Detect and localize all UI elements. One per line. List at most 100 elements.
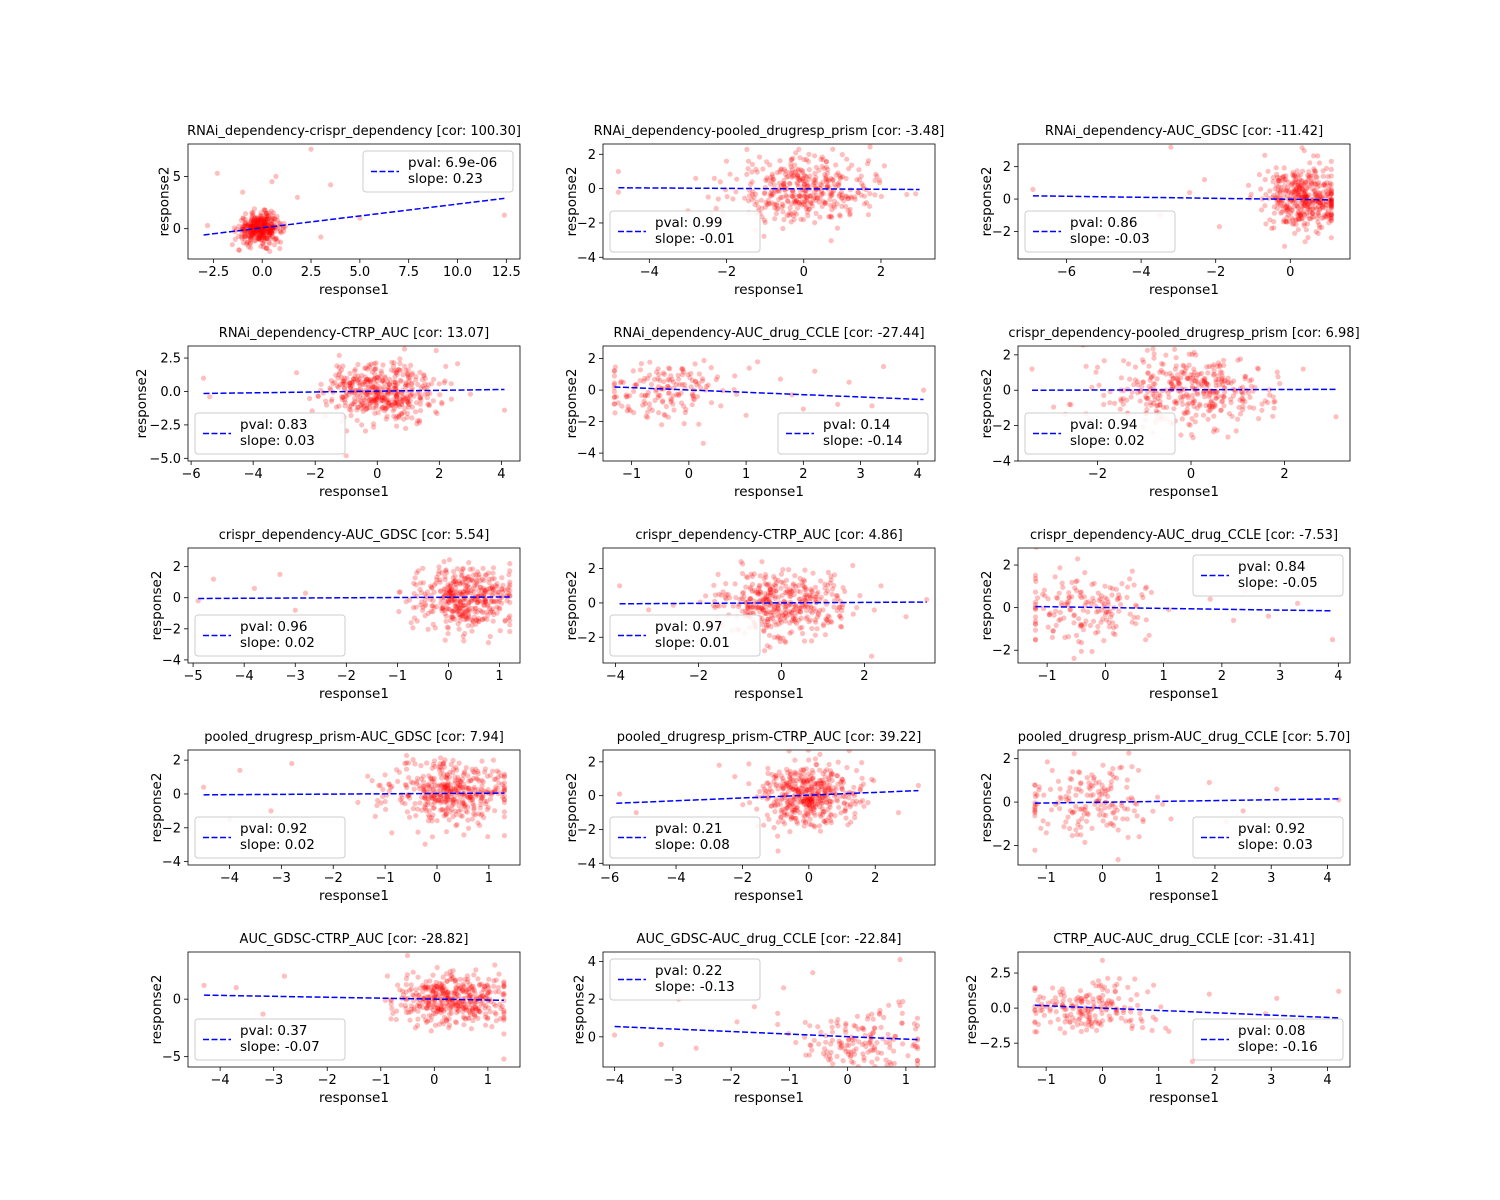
scatter-point <box>1293 174 1299 180</box>
scatter-point <box>429 834 435 840</box>
scatter-point <box>437 392 443 398</box>
scatter-point <box>818 813 824 820</box>
scatter-point <box>463 808 469 814</box>
scatter-point <box>463 784 469 790</box>
scatter-point <box>640 402 646 408</box>
scatter-point <box>1275 374 1281 380</box>
scatter-point <box>802 795 808 801</box>
scatter-point <box>1247 394 1253 400</box>
subplot-2: −4 −2 0 2−4−202RNAi_dependency-pooled_drugr… <box>564 124 944 298</box>
scatter-point <box>1323 213 1329 219</box>
scatter-point <box>1051 404 1057 410</box>
scatter-point <box>789 809 795 815</box>
scatter-point <box>1185 395 1191 401</box>
scatter-point <box>406 775 412 781</box>
scatter-point <box>1323 205 1329 211</box>
scatter-point <box>849 790 855 797</box>
scatter-point <box>1066 595 1072 601</box>
scatter-point <box>1137 398 1143 404</box>
scatter-point <box>440 1021 446 1027</box>
scatter-point <box>1317 200 1323 206</box>
scatter-point <box>262 222 268 228</box>
subplot-title: RNAi_dependency-crispr_dependency [cor: … <box>187 124 521 139</box>
scatter-point <box>1101 601 1107 607</box>
scatter-point <box>1328 204 1334 210</box>
scatter-point <box>246 223 253 229</box>
scatter-point <box>802 191 808 197</box>
scatter-point <box>484 586 490 593</box>
x-tick-label: −2 <box>1206 265 1225 280</box>
scatter-point <box>787 591 793 597</box>
scatter-point <box>797 609 803 615</box>
scatter-point <box>776 594 782 600</box>
scatter-point <box>274 217 280 223</box>
scatter-point <box>466 795 472 801</box>
scatter-point <box>772 205 778 211</box>
scatter-point <box>802 818 809 824</box>
scatter-point <box>788 771 794 777</box>
scatter-point <box>1207 596 1213 602</box>
scatter-point <box>415 381 421 388</box>
scatter-point <box>372 366 378 373</box>
scatter-point <box>775 635 781 641</box>
scatter-point <box>270 216 276 222</box>
scatter-point <box>236 223 242 229</box>
scatter-point <box>262 221 269 227</box>
scatter-point <box>1221 394 1227 400</box>
scatter-point <box>839 195 845 201</box>
scatter-point <box>1328 166 1334 172</box>
scatter-point <box>337 381 343 388</box>
scatter-point <box>801 801 807 807</box>
scatter-point <box>348 407 354 413</box>
scatter-point <box>815 798 822 804</box>
scatter-point <box>263 211 270 217</box>
scatter-point <box>845 195 852 202</box>
scatter-point <box>344 375 350 381</box>
scatter-point <box>778 166 785 172</box>
scatter-point <box>800 798 807 804</box>
scatter-point <box>1107 608 1113 614</box>
scatter-point <box>771 604 778 610</box>
scatter-point <box>1190 397 1196 403</box>
y-tick-label: 5 <box>173 170 181 185</box>
scatter-point <box>252 230 258 236</box>
scatter-point <box>1272 186 1278 192</box>
scatter-point <box>809 593 815 599</box>
scatter-point <box>1281 178 1287 184</box>
scatter-point <box>501 793 507 799</box>
scatter-point <box>501 980 507 987</box>
scatter-point <box>449 806 455 813</box>
scatter-point <box>1221 378 1228 384</box>
scatter-point <box>1056 617 1062 623</box>
scatter-point <box>793 198 800 204</box>
scatter-point <box>428 608 434 614</box>
scatter-point <box>1080 346 1086 348</box>
scatter-point <box>669 397 675 403</box>
scatter-point <box>1206 394 1212 400</box>
scatter-point <box>393 391 399 397</box>
scatter-point <box>1071 655 1077 662</box>
scatter-point <box>452 603 458 609</box>
scatter-point <box>1299 215 1306 222</box>
scatter-point <box>477 1009 483 1015</box>
scatter-point <box>469 598 475 604</box>
scatter-point <box>800 406 806 412</box>
scatter-point <box>392 385 398 391</box>
scatter-point <box>1148 402 1154 408</box>
scatter-point <box>848 819 854 825</box>
scatter-point <box>410 757 416 763</box>
scatter-point <box>432 797 439 804</box>
scatter-point <box>254 222 260 228</box>
scatter-point <box>1217 363 1223 370</box>
regression-line <box>203 792 505 796</box>
y-tick-label: −2 <box>162 622 181 637</box>
scatter-point <box>1306 183 1312 189</box>
scatter-point <box>748 596 754 602</box>
scatter-point <box>1242 399 1248 405</box>
scatter-point <box>507 588 513 594</box>
scatter-point <box>1065 602 1071 608</box>
scatter-point <box>410 969 416 975</box>
scatter-point <box>375 394 382 400</box>
x-tick-label: 1 <box>485 871 493 886</box>
